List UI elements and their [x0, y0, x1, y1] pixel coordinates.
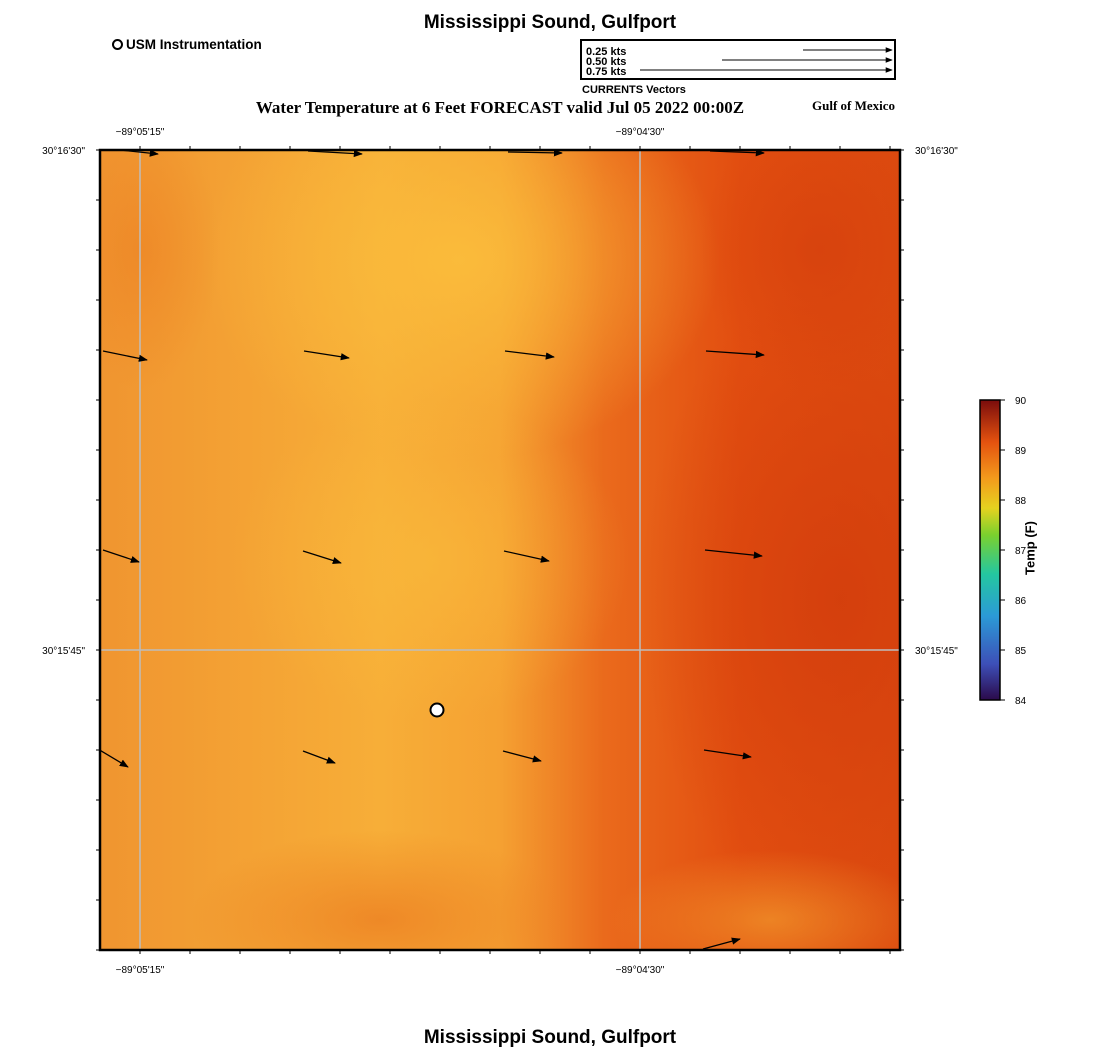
colorbar-ticks: 90 89 88 87 86 85 84 — [1000, 396, 1027, 707]
map-subtitle: Water Temperature at 6 Feet FORECAST val… — [255, 98, 745, 117]
lon-tick-label-bottom-2: −89°04'30" — [616, 965, 665, 976]
frame-ticks — [96, 146, 904, 954]
colorbar-tick-label: 85 — [1015, 646, 1027, 657]
instrument-legend-label: USM Instrumentation — [126, 37, 262, 52]
current-vector-arrow — [704, 549, 763, 559]
current-vector-arrow — [302, 550, 342, 565]
instrument-marker-icon — [112, 39, 123, 50]
vector-scale-label-3: 0.75 kts — [586, 66, 626, 78]
region-label: Gulf of Mexico — [812, 98, 896, 113]
current-vector-arrow — [507, 150, 563, 157]
vector-scale-label-2: 0.50 kts — [586, 56, 626, 68]
map-footer-title: Mississippi Sound, Gulfport — [423, 1027, 677, 1048]
current-vectors — [100, 150, 765, 950]
current-vector-arrow — [102, 549, 140, 563]
current-vector-arrow — [502, 750, 542, 763]
colorbar-tick-label: 87 — [1015, 546, 1027, 557]
current-vector-arrow — [705, 350, 765, 359]
current-vector-arrow — [504, 350, 555, 360]
lat-tick-label-left-2: 30°15'45" — [42, 646, 85, 657]
temperature-field — [100, 150, 900, 950]
vector-scale-label-1: 0.25 kts — [586, 46, 626, 58]
colorbar-tick-label: 86 — [1015, 596, 1027, 607]
lat-tick-label-right-1: 30°16'30" — [915, 146, 958, 157]
colorbar-tick-label: 90 — [1015, 396, 1027, 407]
lat-tick-label-right-2: 30°15'45" — [915, 646, 958, 657]
vector-caption: CURRENTS Vectors — [582, 84, 686, 96]
instrument-legend: USM Instrumentation — [112, 37, 262, 52]
current-vector-arrow — [709, 150, 765, 157]
colorbar-tick-label: 84 — [1015, 696, 1027, 707]
colorbar-tick-label: 88 — [1015, 496, 1027, 507]
lat-tick-label-left-1: 30°16'30" — [42, 146, 85, 157]
colorbar-label: Temp (F) — [1022, 521, 1038, 575]
current-vector-arrow — [307, 150, 363, 158]
vector-scale-legend: 0.25 kts 0.50 kts 0.75 kts — [580, 39, 896, 80]
colorbar-gradient — [979, 399, 1001, 701]
temperature-colorbar: 90 89 88 87 86 85 84 — [979, 396, 1027, 707]
current-vector-arrow — [703, 749, 752, 760]
lon-tick-label-bottom-1: −89°05'15" — [116, 965, 165, 976]
current-vector-arrow — [702, 937, 741, 950]
current-vector-arrow — [303, 350, 350, 361]
graticule-lines — [100, 150, 900, 950]
colorbar-tick-label: 89 — [1015, 446, 1027, 457]
lon-tick-label-top-2: −89°04'30" — [616, 127, 665, 138]
usm-station-marker — [429, 702, 445, 718]
instrument-station — [429, 702, 445, 718]
current-vector-arrow — [100, 749, 129, 768]
lon-tick-label-top-1: −89°05'15" — [116, 127, 165, 138]
current-vector-arrow — [102, 350, 148, 362]
current-vector-arrow — [302, 750, 336, 764]
map-title: Mississippi Sound, Gulfport — [423, 12, 677, 33]
current-vector-arrow — [119, 150, 159, 157]
current-vector-arrow — [503, 550, 550, 563]
